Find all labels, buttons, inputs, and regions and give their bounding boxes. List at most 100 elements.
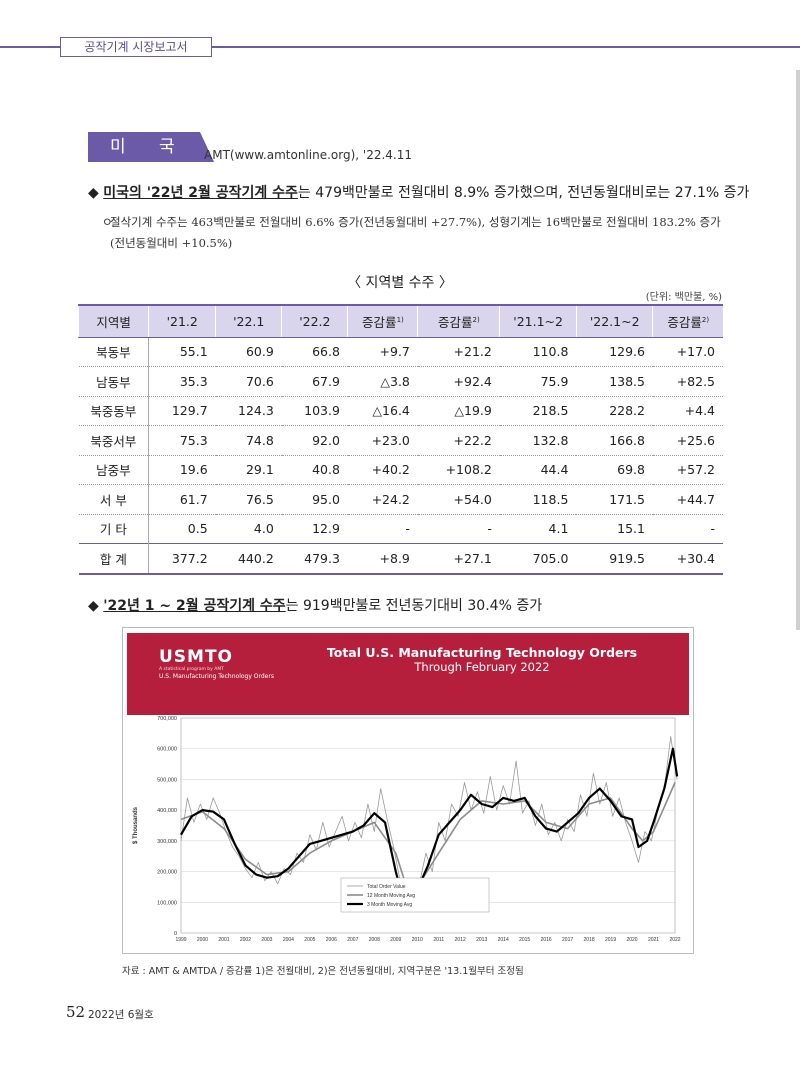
subpoint-text: 절삭기계 수주는 463백만불로 전월대비 6.6% 증가(전년동월대비 +27…: [110, 215, 721, 250]
chart-title: Total U.S. Manufacturing Technology Orde…: [326, 645, 638, 660]
table-header-cell: '21.1~2: [499, 304, 577, 338]
table-cell: 북중동부: [78, 396, 150, 426]
table-cell: 75.9: [499, 366, 577, 397]
table-row: 남동부 35.3 70.6 67.9 △3.8 +92.4 75.9 138.5 +82.5: [78, 366, 723, 397]
series-line: [180, 735, 678, 903]
table-header-cell: 증감률2): [652, 304, 723, 338]
table-cell: 95.0: [281, 484, 348, 515]
x-tick-label: 2017: [562, 937, 573, 943]
bullet-feb-orders: ◆ 미국의 '22년 2월 공작기계 수주는 479백만불로 전월대비 8.9%…: [88, 182, 749, 202]
table-cell: 138.5: [576, 366, 653, 397]
logo-subtitle: U.S. Manufacturing Technology Orders: [159, 673, 274, 680]
y-tick-label: 200,000: [157, 870, 177, 876]
table-cell: 129.7: [148, 396, 216, 426]
table-cell: 110.8: [499, 337, 577, 367]
table-cell: 기 타: [78, 514, 150, 544]
line-plot: 0 100,000 200,000 300,000 400,000 500,000 600,…: [133, 716, 681, 943]
table-cell: △19.9: [417, 396, 500, 426]
table-cell: 228.2: [576, 396, 653, 426]
x-tick-label: 2002: [240, 937, 251, 943]
table-cell: 67.9: [281, 366, 348, 397]
table-total-row: 합 계 377.2 440.2 479.3 +8.9 +27.1 705.0 919.5 +30…: [78, 543, 723, 575]
table-unit: (단위: 백만불, %): [645, 292, 722, 303]
table-cell: 북동부: [78, 337, 150, 367]
x-tick-label: 2007: [347, 937, 358, 943]
table-cell: 92.0: [281, 425, 348, 456]
legend-label: 3 Month Moving Avg: [367, 902, 412, 908]
series-line: [180, 782, 676, 888]
table-header-cell: '22.1: [215, 304, 282, 338]
table-cell: 19.6: [148, 455, 216, 485]
logo-tagline: A statistical program by AMT: [159, 667, 224, 672]
series-line: [180, 747, 679, 899]
header-rule: [0, 46, 800, 48]
table-cell: 124.3: [215, 396, 282, 426]
table-cell: △3.8: [347, 366, 418, 397]
bullet-marker: ◆: [88, 598, 99, 614]
table-cell: 479.3: [281, 543, 348, 575]
x-tick-label: 2022: [669, 937, 680, 943]
table-cell: +8.9: [347, 543, 418, 575]
header-footnote: 2): [701, 315, 710, 324]
table-row: 북중서부 75.3 74.8 92.0 +23.0 +22.2 132.8 166.8 +25.…: [78, 425, 723, 456]
table-cell: +9.7: [347, 337, 418, 367]
x-tick-label: 2013: [476, 937, 487, 943]
table-cell: △16.4: [347, 396, 418, 426]
table-cell: 70.6: [215, 366, 282, 397]
table-cell: 132.8: [499, 425, 577, 456]
x-tick-label: 2018: [584, 937, 595, 943]
bullet-marker: ◆: [88, 185, 99, 201]
x-tick-label: 2008: [369, 937, 380, 943]
bullet-lead: '22년 1 ~ 2월 공작기계 수주: [103, 598, 286, 614]
table-cell: 66.8: [281, 337, 348, 367]
y-tick-label: 600,000: [157, 747, 177, 753]
table-row: 기 타 0.5 4.0 12.9- -4.1 15.1-: [78, 514, 723, 544]
usmto-logo: USMTO: [159, 647, 234, 667]
table-cell: +23.0: [347, 425, 418, 456]
legend-box: [340, 877, 490, 913]
orders-chart: USMTO A statistical program by AMT U.S. …: [122, 627, 694, 954]
x-tick-label: 2019: [605, 937, 616, 943]
y-tick-label: 300,000: [157, 839, 177, 845]
table-header-cell: 증감률1): [347, 304, 418, 338]
table-cell: +108.2: [417, 455, 500, 485]
x-tick-label: 2006: [326, 937, 337, 943]
table-cell: 12.9: [281, 514, 348, 544]
table-cell: -: [652, 514, 723, 544]
table-cell: +44.7: [652, 484, 723, 515]
table-cell: 218.5: [499, 396, 577, 426]
table-header-cell: '22.1~2: [575, 304, 653, 338]
table-cell: +4.4: [652, 396, 723, 426]
x-tick-label: 2014: [498, 937, 509, 943]
section-tag: 미 국: [88, 132, 214, 162]
y-tick-label: 0: [174, 931, 177, 937]
table-cell: 44.4: [499, 455, 577, 485]
y-tick-label: 500,000: [157, 777, 177, 783]
x-tick-label: 2016: [541, 937, 552, 943]
table-header-cell: '21.2: [148, 304, 216, 338]
table-cell: +17.0: [652, 337, 723, 367]
table-cell: 55.1: [148, 337, 216, 367]
page-number: 52: [66, 1003, 86, 1021]
bullet-lead: 미국의 '22년 2월 공작기계 수주: [103, 185, 298, 201]
y-tick-label: 400,000: [157, 808, 177, 814]
x-tick-label: 2010: [412, 937, 423, 943]
table-cell: +57.2: [652, 455, 723, 485]
x-tick-label: 2011: [433, 937, 444, 943]
table-row: 서 부 61.7 76.5 95.0 +24.2 +54.0 118.5 171.5 +44.7: [78, 484, 723, 515]
table-cell: 74.8: [215, 425, 282, 456]
x-tick-label: 1999: [175, 937, 186, 943]
table-cell: 40.8: [281, 455, 348, 485]
table-cell: 919.5: [576, 543, 653, 575]
source-caption: 자료 : AMT & AMTDA / 증감률 1)은 전월대비, 2)은 전년동…: [122, 966, 524, 977]
table-row: 북동부 55.1 60.9 66.8 +9.7 +21.2 110.8 129.6 +17.0: [78, 337, 723, 367]
region-orders-table: 지역별 '21.2'22.1'22.2 증감률1) 증감률2) '21.1~2'22.1…: [77, 304, 723, 575]
header-footnote: 2): [472, 315, 480, 324]
table-cell: 171.5: [576, 484, 653, 515]
table-cell: 75.3: [148, 425, 216, 456]
table-cell: +25.6: [652, 425, 723, 456]
y-tick-label: 100,000: [157, 900, 177, 906]
table-cell: +24.2: [347, 484, 418, 515]
chart-subtitle: Through February 2022: [414, 660, 550, 674]
x-tick-label: 2015: [519, 937, 530, 943]
